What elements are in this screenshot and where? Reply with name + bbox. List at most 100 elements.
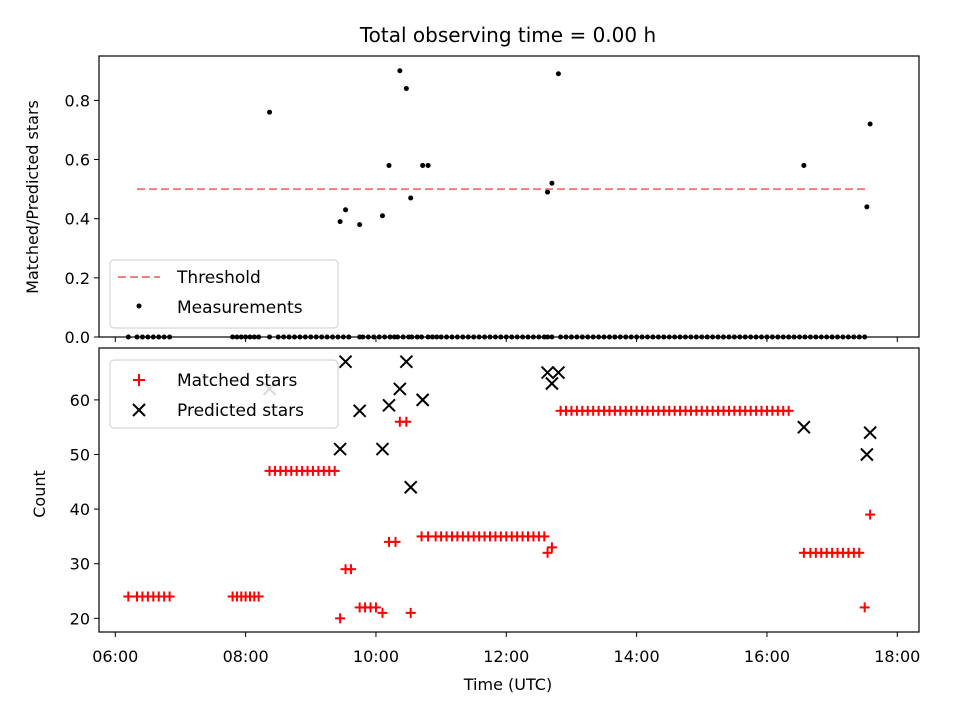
- bottom-y-ticks: 20 30 40 50 60: [70, 391, 99, 628]
- measurement-point: [699, 334, 705, 340]
- top-plot-frame: [98, 55, 920, 338]
- measurement-point: [460, 334, 466, 340]
- measurement-point: [420, 162, 426, 168]
- measurement-point: [753, 334, 759, 340]
- measurement-point: [419, 334, 425, 340]
- measurement-point: [791, 334, 797, 340]
- measurement-point: [319, 334, 325, 340]
- matched-star-point: [859, 602, 870, 613]
- measurement-point: [590, 334, 596, 340]
- measurement-point: [267, 334, 273, 340]
- measurement-point: [818, 334, 824, 340]
- measurement-point: [520, 334, 526, 340]
- measurement-point: [400, 334, 406, 340]
- measurement-point: [829, 334, 835, 340]
- predicted-star-point: [399, 354, 414, 369]
- measurement-point: [813, 334, 819, 340]
- measurement-point: [835, 334, 841, 340]
- measurement-point: [234, 334, 240, 340]
- top-y-tick-label: 0.6: [65, 151, 90, 170]
- measurement-point: [376, 334, 382, 340]
- measurement-point: [156, 334, 162, 340]
- top-y-ticks: 0.0 0.2 0.4 0.6 0.8: [65, 91, 99, 347]
- bottom-panel: Count Time (UTC) 20 30 40 50 60 06:00 08:00 10…: [30, 347, 920, 694]
- top-legend-box: [109, 259, 339, 329]
- measurement-point: [365, 334, 371, 340]
- bottom-x-ticks: 06:00 08:00 10:00 12:00 14:00 16:00 18:00: [92, 632, 920, 666]
- measurement-point: [585, 334, 591, 340]
- measurement-point: [275, 334, 281, 340]
- predicted-star-point: [338, 354, 353, 369]
- top-legend: Threshold Measurements: [109, 259, 339, 329]
- predicted-star-point: [551, 365, 566, 380]
- measurement-point: [395, 334, 401, 340]
- predicted-star-point: [797, 420, 811, 434]
- measurement-point: [748, 334, 754, 340]
- measurement-point: [650, 334, 656, 340]
- predicted-star-point: [375, 442, 390, 456]
- measurement-point: [862, 334, 868, 340]
- measurement-point: [845, 334, 851, 340]
- measurement-point: [731, 334, 737, 340]
- measurement-point: [397, 68, 403, 74]
- matched-star-point: [865, 509, 876, 520]
- measurement-point: [509, 334, 515, 340]
- measurement-point: [476, 334, 482, 340]
- measurement-point: [247, 334, 253, 340]
- measurement-point: [596, 334, 602, 340]
- measurement-point: [145, 334, 151, 340]
- measurement-point: [243, 334, 249, 340]
- predicted-star-point: [352, 404, 367, 418]
- measurement-point: [807, 334, 813, 340]
- measurement-point: [471, 334, 477, 340]
- matched-star-point: [164, 591, 175, 602]
- legend-predicted-swatch: [132, 403, 146, 417]
- bottom-y-tick-label: 30: [70, 555, 90, 574]
- measurement-point: [256, 334, 262, 340]
- measurement-point: [693, 334, 699, 340]
- measurement-point: [302, 334, 308, 340]
- measurement-point: [672, 334, 678, 340]
- predicted-star-point: [404, 480, 418, 494]
- measurement-point: [644, 334, 650, 340]
- predicted-star-point: [393, 382, 407, 396]
- matched-star-point: [370, 602, 381, 613]
- measurement-point: [408, 195, 414, 201]
- measurement-point: [545, 189, 551, 195]
- predicted-star-point: [415, 393, 430, 407]
- legend-predicted-label: Predicted stars: [177, 401, 304, 421]
- measurement-point: [403, 86, 409, 92]
- measurement-point: [335, 334, 341, 340]
- measurement-point: [357, 222, 363, 228]
- measurement-point: [286, 334, 292, 340]
- measurement-point: [563, 334, 569, 340]
- matched-star-point: [401, 416, 412, 427]
- measurement-point: [386, 162, 392, 168]
- measurement-point: [797, 334, 803, 340]
- bottom-legend-box: [109, 359, 339, 429]
- measurement-point: [549, 180, 555, 186]
- top-y-tick-label: 0.8: [65, 91, 90, 110]
- measurement-point: [425, 334, 431, 340]
- measurement-point: [606, 334, 612, 340]
- measurement-point: [601, 334, 607, 340]
- chart-title: Total observing time = 0.00 h: [359, 23, 656, 47]
- measurement-point: [438, 334, 444, 340]
- predicted-stars-layer: [262, 354, 877, 494]
- measurement-point: [492, 334, 498, 340]
- measurement-point: [444, 334, 450, 340]
- measurement-point: [324, 334, 330, 340]
- measurement-point: [628, 334, 634, 340]
- measurement-point: [558, 334, 564, 340]
- measurement-point: [655, 334, 661, 340]
- measurement-point: [449, 334, 455, 340]
- matched-star-point: [345, 564, 356, 575]
- measurement-point: [549, 334, 555, 340]
- x-tick-label: 14:00: [614, 647, 660, 666]
- measurement-point: [688, 334, 694, 340]
- measurement-point: [308, 334, 314, 340]
- measurement-point: [639, 334, 645, 340]
- measurement-point: [634, 334, 640, 340]
- measurement-point: [291, 334, 297, 340]
- measurement-point: [134, 334, 140, 340]
